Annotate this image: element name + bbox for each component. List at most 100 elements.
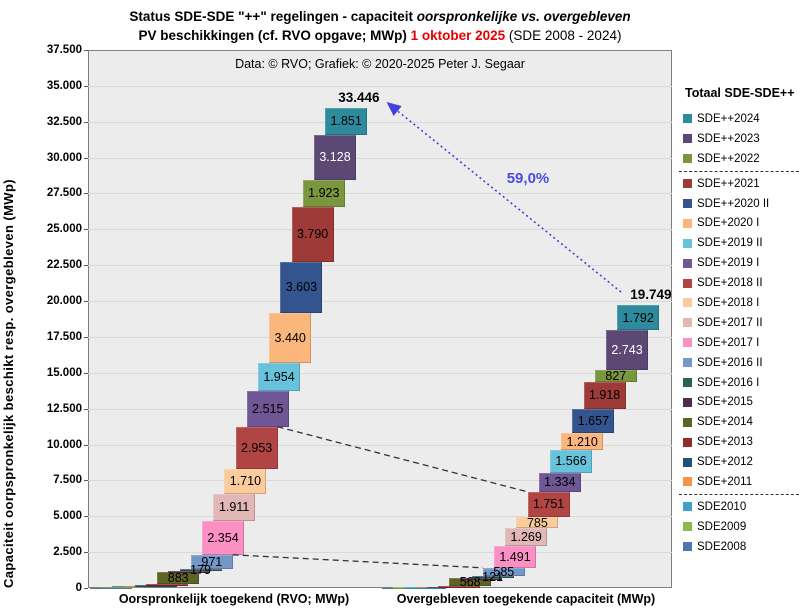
legend-item: SDE++2020 II bbox=[683, 194, 805, 214]
y-tick-label: 35.000 bbox=[46, 79, 82, 92]
legend-item: SDE++2024 bbox=[683, 109, 805, 129]
stack-total-label: 19.749 bbox=[630, 286, 672, 302]
y-tick-label: 30.000 bbox=[46, 151, 82, 164]
bar-segment bbox=[179, 568, 222, 572]
legend-item-label: SDE++2021 bbox=[697, 177, 760, 190]
y-tick-label: 20.000 bbox=[46, 295, 82, 308]
bar-segment bbox=[460, 577, 503, 580]
legend-item: SDE+2020 I bbox=[683, 213, 805, 233]
y-tick-mark bbox=[84, 157, 88, 159]
legend-item: SDE+2019 I bbox=[683, 253, 805, 273]
x-category-left: Oorspronkelijk toegekend (RVO; MWp) bbox=[118, 592, 350, 606]
legend-item: SDE+2017 I bbox=[683, 333, 805, 353]
bar-segment-value: 3.440 bbox=[274, 330, 306, 345]
bar-segment-value: 585 bbox=[493, 565, 515, 580]
bar-segment bbox=[594, 369, 637, 382]
legend-swatch bbox=[683, 154, 692, 164]
x-category-right: Overgebleven toegekende capaciteit (MWp) bbox=[396, 592, 656, 606]
legend-swatch bbox=[683, 238, 692, 248]
legend-item: SDE+2018 I bbox=[683, 293, 805, 313]
legend-item: SDE+2019 II bbox=[683, 233, 805, 253]
bar-segment bbox=[583, 381, 626, 410]
stack-total-label: 33.446 bbox=[338, 90, 380, 106]
bar-segment bbox=[527, 491, 570, 517]
bar-segment-value: 2.953 bbox=[240, 440, 273, 455]
bar-segment bbox=[314, 134, 356, 180]
legend-item-label: SDE+2017 I bbox=[697, 336, 760, 349]
bar-segment bbox=[202, 521, 244, 555]
legend-item: SDE+2011 bbox=[683, 472, 805, 492]
legend-swatch bbox=[683, 358, 692, 368]
y-tick-label: 12.500 bbox=[46, 402, 82, 415]
gridline bbox=[88, 193, 672, 195]
legend-swatch bbox=[683, 318, 692, 328]
bar-segment bbox=[494, 546, 536, 568]
bar-segment bbox=[213, 493, 256, 522]
bar-segment-value: 827 bbox=[605, 368, 627, 383]
y-tick-mark bbox=[84, 121, 88, 123]
y-tick-mark bbox=[84, 85, 88, 87]
legend-item-label: SDE++2024 bbox=[697, 112, 760, 125]
bar-segment-value: 1.751 bbox=[532, 497, 565, 512]
y-tick-mark bbox=[84, 229, 88, 231]
bar-segment bbox=[606, 330, 648, 370]
legend-item: SDE2010 bbox=[683, 497, 805, 517]
bar-segment-value: 1.792 bbox=[622, 310, 654, 325]
legend-item: SDE+2016 II bbox=[683, 353, 805, 373]
bar-segment bbox=[235, 426, 278, 470]
credit-line: Data: © RVO; Grafiek: © 2020-2025 Peter … bbox=[235, 57, 525, 71]
y-axis-title: Capaciteit oorpspronkelijk beschikt resp… bbox=[1, 178, 16, 588]
legend: Totaal SDE-SDE++ SDE++2024 SDE++2023 SDE++… bbox=[679, 86, 805, 557]
bar-segment-value: 179 bbox=[190, 563, 212, 578]
legend-swatch bbox=[683, 199, 692, 208]
bar-segment-value: 1.918 bbox=[588, 388, 621, 403]
legend-item-label: SDE+2013 bbox=[697, 436, 753, 449]
y-tick-label: 5.000 bbox=[53, 510, 82, 523]
legend-item: SDE++2022 bbox=[683, 149, 805, 169]
y-tick-mark bbox=[84, 372, 88, 374]
bar-segment bbox=[291, 207, 334, 262]
bar-segment bbox=[157, 571, 200, 585]
bar-segment bbox=[538, 472, 581, 492]
bar-segment bbox=[505, 528, 548, 547]
bar-segment bbox=[561, 432, 604, 451]
y-tick-mark bbox=[84, 408, 88, 410]
legend-separator bbox=[679, 493, 799, 495]
bar-segment bbox=[269, 313, 312, 363]
legend-item-label: SDE+2018 I bbox=[697, 296, 760, 309]
legend-swatch bbox=[683, 258, 692, 268]
bar-segment bbox=[134, 585, 177, 587]
plot-area bbox=[88, 50, 672, 588]
y-tick-label: 37.500 bbox=[46, 44, 82, 56]
bar-segment bbox=[617, 304, 660, 331]
legend-item: SDE++2021 bbox=[683, 174, 805, 194]
y-tick-mark bbox=[84, 301, 88, 303]
bar-segment bbox=[482, 567, 525, 577]
bar-segment bbox=[168, 571, 211, 573]
gridline bbox=[88, 121, 672, 123]
bar-segment-value: 2.515 bbox=[252, 401, 284, 416]
bar-segment-value: 2.354 bbox=[207, 530, 239, 545]
gridline bbox=[88, 265, 672, 267]
bar-segment bbox=[258, 362, 300, 391]
legend-swatch bbox=[683, 378, 692, 388]
bar-segment-value: 1.269 bbox=[510, 530, 542, 545]
legend-item: SDE+2018 II bbox=[683, 273, 805, 293]
bar-segment bbox=[302, 179, 345, 208]
bar-segment-value: 1.657 bbox=[577, 413, 610, 428]
bar-segment bbox=[471, 576, 514, 578]
bar-segment bbox=[325, 108, 368, 135]
legend-swatch bbox=[683, 437, 692, 447]
legend-item-label: SDE++2020 II bbox=[697, 197, 770, 210]
legend-swatch bbox=[683, 218, 692, 228]
legend-item-label: SDE+2018 II bbox=[697, 277, 763, 290]
bar-segment-value: 1.954 bbox=[263, 369, 295, 384]
y-tick-label: 7.500 bbox=[53, 474, 82, 487]
legend-item-label: SDE+2011 bbox=[697, 475, 753, 488]
bar-segment-value: 3.603 bbox=[285, 280, 318, 295]
bar-segment-value: 1.911 bbox=[219, 500, 250, 515]
bar-segment bbox=[224, 469, 267, 494]
legend-swatch bbox=[683, 278, 692, 288]
y-tick-mark bbox=[84, 588, 88, 589]
